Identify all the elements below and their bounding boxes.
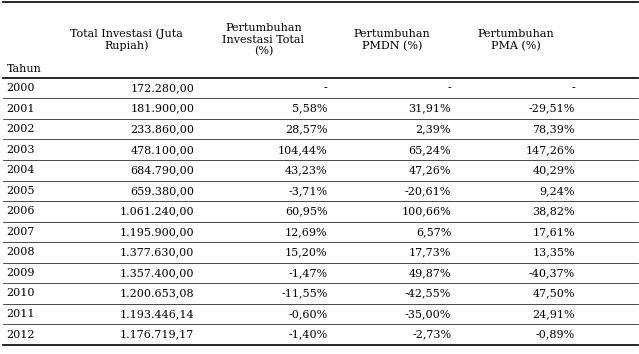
Text: 1.061.240,00: 1.061.240,00 [119, 206, 194, 216]
Text: 172.280,00: 172.280,00 [130, 83, 194, 93]
Text: 100,66%: 100,66% [401, 206, 451, 216]
Text: 12,69%: 12,69% [285, 227, 327, 237]
Text: Total Investasi (Juta
Rupiah): Total Investasi (Juta Rupiah) [70, 28, 183, 51]
Text: 17,61%: 17,61% [532, 227, 575, 237]
Text: 2011: 2011 [6, 309, 35, 319]
Text: 684.790,00: 684.790,00 [130, 165, 194, 175]
Text: -35,00%: -35,00% [404, 309, 451, 319]
Text: 233.860,00: 233.860,00 [130, 124, 194, 134]
Text: 1.193.446,14: 1.193.446,14 [119, 309, 194, 319]
Text: -42,55%: -42,55% [404, 289, 451, 298]
Text: 13,35%: 13,35% [532, 247, 575, 257]
Text: 5,58%: 5,58% [292, 104, 327, 114]
Text: -2,73%: -2,73% [412, 330, 451, 339]
Text: 2009: 2009 [6, 268, 35, 278]
Text: 31,91%: 31,91% [408, 104, 451, 114]
Text: -3,71%: -3,71% [288, 186, 327, 196]
Text: Pertumbuhan
PMA (%): Pertumbuhan PMA (%) [477, 29, 554, 51]
Text: Pertumbuhan
PMDN (%): Pertumbuhan PMDN (%) [353, 29, 430, 51]
Text: 2012: 2012 [6, 330, 35, 339]
Text: 181.900,00: 181.900,00 [130, 104, 194, 114]
Text: 78,39%: 78,39% [532, 124, 575, 134]
Text: 478.100,00: 478.100,00 [130, 145, 194, 155]
Text: -20,61%: -20,61% [404, 186, 451, 196]
Text: 659.380,00: 659.380,00 [130, 186, 194, 196]
Text: 2001: 2001 [6, 104, 35, 114]
Text: Pertumbuhan
Investasi Total
(%): Pertumbuhan Investasi Total (%) [222, 23, 304, 57]
Text: 1.195.900,00: 1.195.900,00 [119, 227, 194, 237]
Text: 40,29%: 40,29% [532, 165, 575, 175]
Text: -0,60%: -0,60% [288, 309, 327, 319]
Text: 104,44%: 104,44% [278, 145, 327, 155]
Text: 2000: 2000 [6, 83, 35, 93]
Text: 1.377.630,00: 1.377.630,00 [119, 247, 194, 257]
Text: 28,57%: 28,57% [285, 124, 327, 134]
Text: 60,95%: 60,95% [285, 206, 327, 216]
Text: 1.200.653,08: 1.200.653,08 [119, 289, 194, 298]
Text: 2006: 2006 [6, 206, 35, 216]
Text: 6,57%: 6,57% [416, 227, 451, 237]
Text: -1,47%: -1,47% [288, 268, 327, 278]
Text: 47,26%: 47,26% [409, 165, 451, 175]
Text: -: - [571, 83, 575, 93]
Text: 1.357.400,00: 1.357.400,00 [119, 268, 194, 278]
Text: 17,73%: 17,73% [409, 247, 451, 257]
Text: 2003: 2003 [6, 145, 35, 155]
Text: -29,51%: -29,51% [528, 104, 575, 114]
Text: -0,89%: -0,89% [535, 330, 575, 339]
Text: 38,82%: 38,82% [532, 206, 575, 216]
Text: 2004: 2004 [6, 165, 35, 175]
Text: 49,87%: 49,87% [409, 268, 451, 278]
Text: -40,37%: -40,37% [528, 268, 575, 278]
Text: 2005: 2005 [6, 186, 35, 196]
Text: 2,39%: 2,39% [415, 124, 451, 134]
Text: -: - [324, 83, 327, 93]
Text: 2008: 2008 [6, 247, 35, 257]
Text: 1.176.719,17: 1.176.719,17 [120, 330, 194, 339]
Text: 2010: 2010 [6, 289, 35, 298]
Text: 43,23%: 43,23% [285, 165, 327, 175]
Text: -1,40%: -1,40% [288, 330, 327, 339]
Text: 2002: 2002 [6, 124, 35, 134]
Text: -11,55%: -11,55% [281, 289, 327, 298]
Text: 147,26%: 147,26% [525, 145, 575, 155]
Text: Tahun: Tahun [6, 64, 42, 74]
Text: 15,20%: 15,20% [285, 247, 327, 257]
Text: 47,50%: 47,50% [532, 289, 575, 298]
Text: -: - [447, 83, 451, 93]
Text: 24,91%: 24,91% [532, 309, 575, 319]
Text: 65,24%: 65,24% [408, 145, 451, 155]
Text: 9,24%: 9,24% [539, 186, 575, 196]
Text: 2007: 2007 [6, 227, 35, 237]
